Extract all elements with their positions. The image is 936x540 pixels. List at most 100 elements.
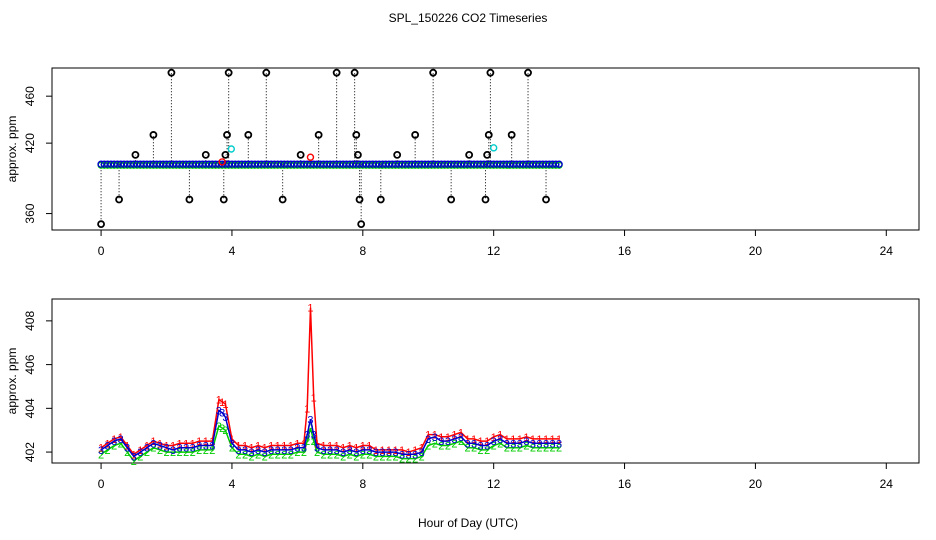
series-3-point: 3 — [294, 443, 300, 455]
series-3-point: 3 — [144, 443, 150, 455]
series-2-point: 2 — [131, 456, 137, 468]
series-2-point: 2 — [190, 447, 196, 459]
series-3-point: 3 — [484, 441, 490, 453]
series-3-point: 3 — [229, 438, 235, 450]
series-2-point: 2 — [111, 441, 117, 453]
x-tick-label: 8 — [359, 244, 366, 258]
y-tick-label: 408 — [23, 311, 37, 331]
series-3-point: 3 — [216, 406, 222, 418]
series-3-point: 3 — [222, 412, 228, 424]
bottom-y-axis: 402 404 406 408 — [23, 311, 52, 462]
series-1-point: 1 — [399, 445, 405, 457]
series-2-point: 2 — [458, 436, 464, 448]
series-2-point: 2 — [425, 441, 431, 453]
series-2-point: 2 — [216, 421, 222, 433]
outlier-point — [219, 195, 228, 204]
series-3-point: 3 — [373, 447, 379, 459]
series-2-point: 2 — [183, 447, 189, 459]
series-3-point: 3 — [311, 430, 317, 442]
series-3-point: 3 — [523, 436, 529, 448]
y-tick-label: 420 — [23, 133, 37, 153]
series-3-point: 3 — [249, 447, 255, 459]
outlier-point — [244, 131, 253, 139]
series-2-point: 2 — [196, 445, 202, 457]
series-1-point: 1 — [170, 441, 176, 453]
y-tick-label: 402 — [23, 442, 37, 462]
series-1-point: 1 — [281, 441, 287, 453]
series-2-point: 2 — [327, 449, 333, 461]
series-2-point: 2 — [124, 447, 130, 459]
series-3-point: 3 — [98, 445, 104, 457]
series-3-point: 3 — [190, 443, 196, 455]
series-3-point: 3 — [471, 438, 477, 450]
outlier-point — [314, 131, 323, 139]
series-1-point: 1 — [196, 436, 202, 448]
x-tick-label: 0 — [98, 477, 105, 491]
series-1-point: 1 — [118, 432, 124, 444]
series-1-point: 1 — [235, 441, 241, 453]
series-1-point: 1 — [373, 445, 379, 457]
series-3-point: 3 — [419, 447, 425, 459]
series-2-point: 2 — [311, 436, 317, 448]
series-3-point: 3 — [320, 445, 326, 457]
series-2-point: 2 — [105, 445, 111, 457]
x-tick-label: 24 — [880, 244, 894, 258]
series-3-point: 3 — [209, 441, 215, 453]
series-2-line — [100, 424, 560, 462]
series-3-point: 3 — [432, 432, 438, 444]
x-tick-label: 12 — [487, 477, 501, 491]
series-3-point: 3 — [445, 436, 451, 448]
series-1-point: 1 — [242, 441, 248, 453]
series-2-point: 2 — [219, 423, 225, 435]
series-2-point: 2 — [163, 447, 169, 459]
outlier-point — [350, 68, 359, 77]
series-1-point: 1 — [203, 436, 209, 448]
series-3-point: 3 — [464, 438, 470, 450]
series-2-point: 2 — [262, 451, 268, 463]
series-2-point: 2 — [209, 445, 215, 457]
series-1-point: 1 — [412, 445, 418, 457]
series-1-point: 1 — [307, 303, 313, 315]
bottom-y-axis-label: approx. ppm — [5, 348, 19, 415]
series-3-point: 3 — [517, 438, 523, 450]
series-3-point: 3 — [281, 445, 287, 457]
outlier-point — [393, 150, 402, 159]
series-1-point: 1 — [510, 434, 516, 446]
series-3-point: 3 — [510, 438, 516, 450]
series-3-point: 3 — [314, 443, 320, 455]
series-2-point: 2 — [445, 441, 451, 453]
series-2-point: 2 — [118, 438, 124, 450]
series-1-point: 1 — [177, 438, 183, 450]
outlier-point — [465, 150, 474, 159]
series-2-point: 2 — [497, 438, 503, 450]
series-3-point: 3 — [137, 447, 143, 459]
series-3-point: 3 — [451, 434, 457, 446]
series-2-point: 2 — [464, 443, 470, 455]
outlier-point — [223, 131, 231, 139]
series-2-point: 2 — [386, 451, 392, 463]
series-3-point: 3 — [399, 449, 405, 461]
outlier-point — [262, 68, 271, 77]
series-1-point: 1 — [301, 438, 307, 450]
series-3-point: 3 — [219, 408, 225, 420]
series-1-point: 1 — [360, 441, 366, 453]
series-3-point: 3 — [288, 445, 294, 457]
series-2-point: 2 — [334, 449, 340, 461]
outlier-point — [201, 150, 210, 159]
series-2-point: 2 — [543, 443, 549, 455]
series-2-point: 2 — [98, 449, 104, 461]
outlier-point — [483, 150, 492, 159]
series-1-point: 1 — [536, 434, 542, 446]
series-3-point: 3 — [543, 438, 549, 450]
series-3-point: 3 — [530, 438, 536, 450]
outlier-point — [224, 68, 233, 77]
series-2-point: 2 — [530, 443, 536, 455]
series-1-point: 1 — [288, 441, 294, 453]
series-3-point: 3 — [111, 436, 117, 448]
series-3-point: 3 — [235, 445, 241, 457]
y-tick-label: 404 — [23, 398, 37, 418]
x-tick-label: 20 — [749, 477, 763, 491]
series-3-point: 3 — [412, 449, 418, 461]
series-3-point: 3 — [353, 447, 359, 459]
